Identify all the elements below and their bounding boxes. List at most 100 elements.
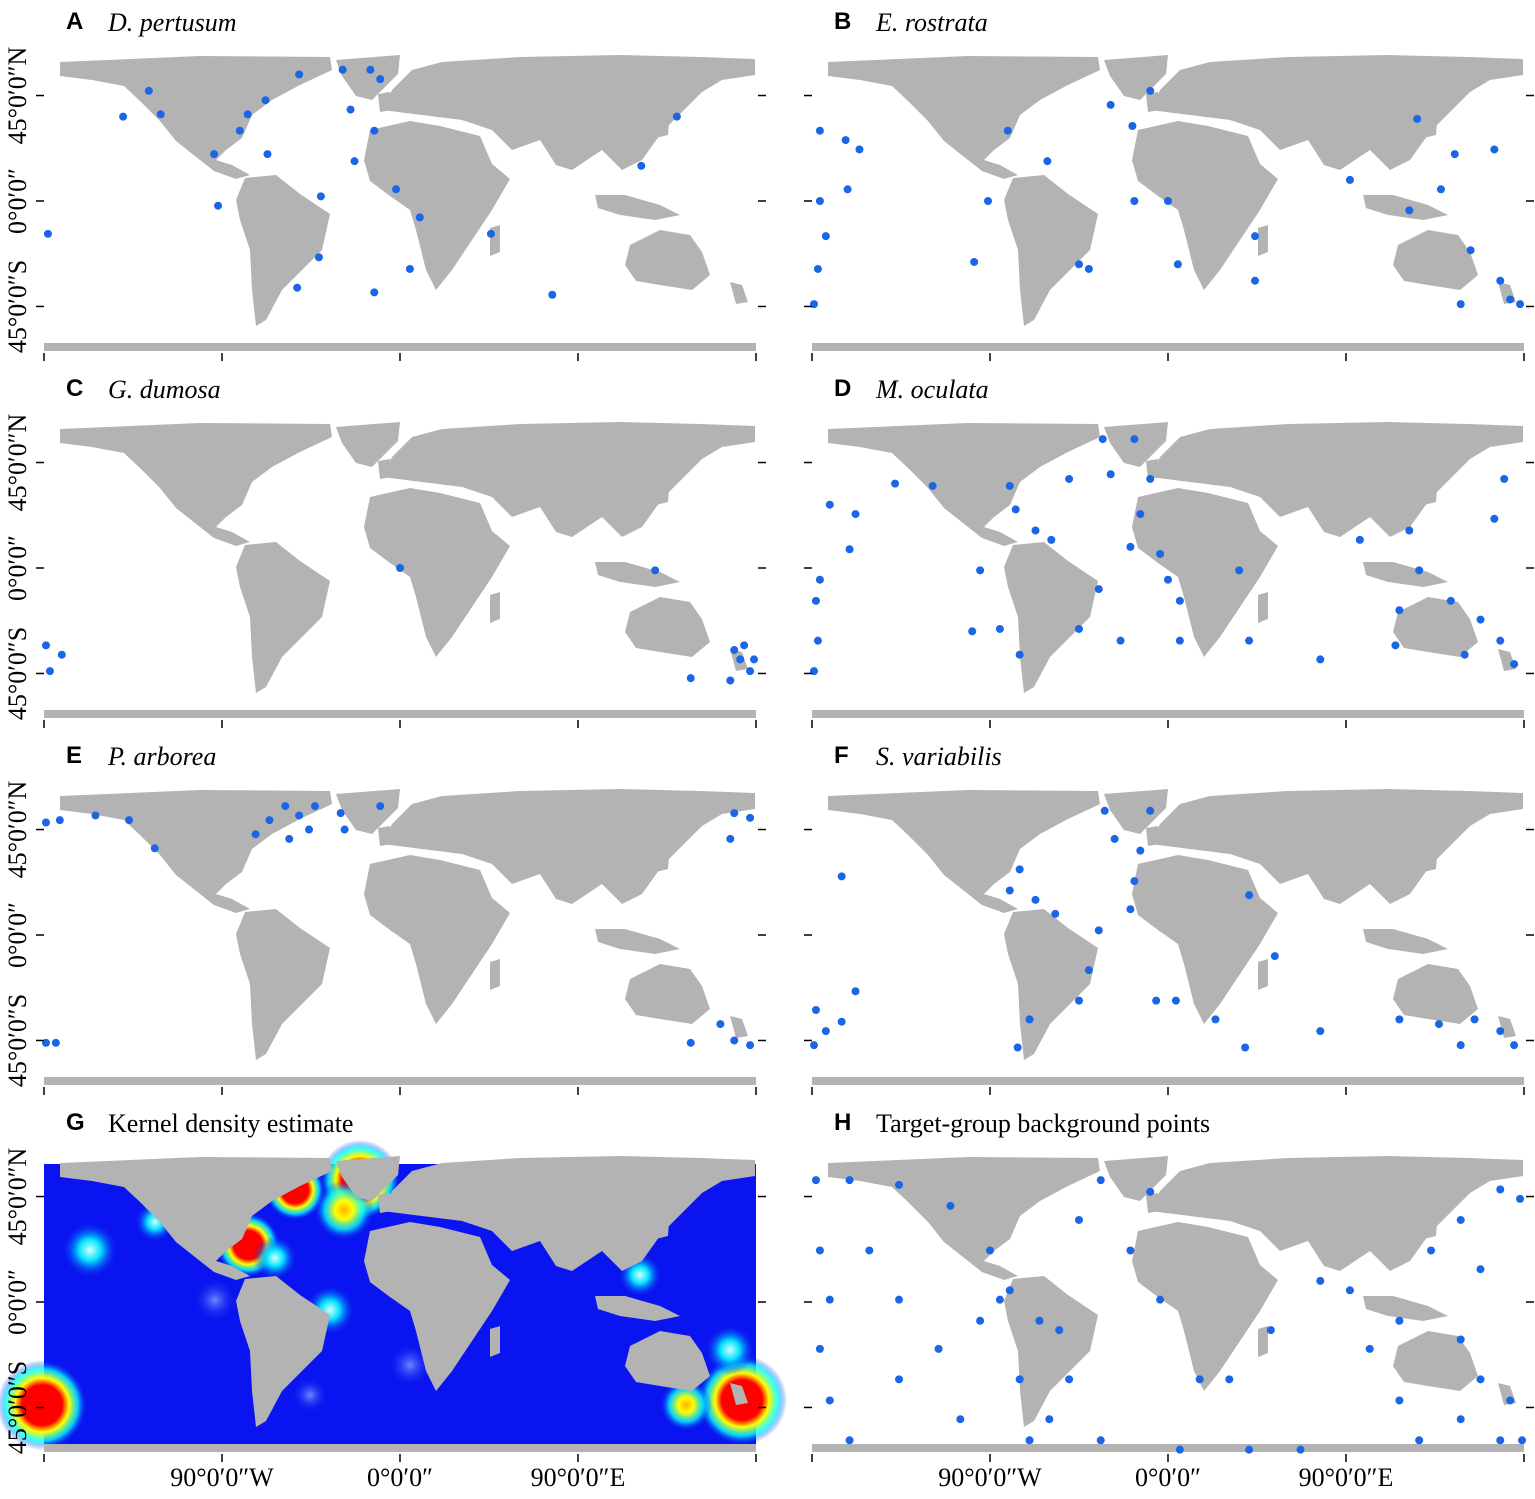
land — [625, 964, 710, 1024]
land — [364, 121, 510, 290]
occurrence-point — [895, 1180, 904, 1189]
land — [236, 175, 330, 326]
occurrence-point — [811, 1176, 820, 1185]
land — [828, 56, 1100, 179]
occurrence-point — [825, 1396, 834, 1405]
occurrence-point — [1136, 846, 1145, 855]
occurrence-point — [1316, 1027, 1325, 1036]
occurrence-point — [815, 1246, 824, 1255]
density-hotspot — [0, 1360, 87, 1450]
occurrence-point — [1005, 886, 1014, 895]
panel-letter: B — [834, 8, 851, 35]
panel-title: M. oculata — [875, 375, 989, 404]
occurrence-point — [946, 1201, 955, 1210]
occurrence-point — [1496, 276, 1505, 285]
x-tick-label: 90°0′0″W — [938, 1463, 1042, 1492]
land — [1363, 562, 1448, 587]
occurrence-point — [91, 811, 100, 820]
occurrence-point — [934, 1344, 943, 1353]
panel-title: G. dumosa — [108, 375, 221, 404]
occurrence-point — [891, 479, 900, 488]
panel-title: D. pertusum — [107, 8, 237, 37]
density-hotspot — [253, 1236, 297, 1280]
land — [1424, 842, 1438, 872]
occurrence-point — [1130, 435, 1139, 444]
land — [1104, 789, 1168, 834]
occurrence-point — [851, 987, 860, 996]
occurrence-point — [1025, 1436, 1034, 1445]
occurrence-point — [686, 674, 695, 683]
occurrence-point — [750, 655, 759, 664]
land — [656, 842, 670, 872]
occurrence-point — [637, 161, 646, 170]
land — [382, 789, 755, 904]
occurrence-point — [376, 802, 385, 811]
occurrence-point — [366, 65, 375, 74]
occurrence-point — [150, 844, 159, 853]
occurrence-point — [1110, 834, 1119, 843]
occurrence-point — [1096, 1436, 1105, 1445]
x-tick-label: 0°0′0″ — [1135, 1463, 1201, 1492]
density-hotspot — [62, 1222, 118, 1278]
land — [730, 1016, 748, 1038]
land — [60, 1157, 332, 1280]
panel-letter: G — [66, 1109, 85, 1136]
land — [382, 55, 755, 170]
occurrence-point — [970, 257, 979, 266]
occurrence-point — [370, 288, 379, 297]
occurrence-point — [1005, 1286, 1014, 1295]
land — [1004, 542, 1098, 693]
land — [44, 1444, 756, 1452]
occurrence-point — [144, 86, 153, 95]
occurrence-point — [1035, 1316, 1044, 1325]
occurrence-point — [1116, 636, 1125, 645]
occurrence-point — [1025, 1015, 1034, 1024]
occurrence-point — [156, 110, 165, 119]
occurrence-point — [396, 564, 404, 572]
occurrence-point — [1173, 260, 1182, 269]
occurrence-point — [1456, 1415, 1465, 1424]
land — [812, 710, 1524, 718]
map-panel — [41, 789, 756, 1085]
occurrence-point — [235, 126, 244, 135]
land — [1104, 55, 1168, 100]
occurrence-point — [1164, 575, 1172, 584]
occurrence-point — [1506, 1396, 1515, 1405]
occurrence-point — [746, 813, 755, 822]
occurrence-point — [1415, 1436, 1424, 1445]
occurrence-point — [41, 818, 50, 827]
land — [656, 108, 670, 138]
density-hotspot — [292, 1377, 328, 1413]
occurrence-point — [1496, 636, 1505, 645]
land — [1146, 826, 1160, 846]
x-tick-label: 0°0′0″ — [367, 1463, 433, 1492]
occurrence-point — [984, 197, 993, 205]
land — [1258, 225, 1268, 256]
occurrence-point — [43, 229, 52, 238]
occurrence-point — [392, 185, 401, 194]
occurrence-point — [1296, 1445, 1305, 1454]
land — [1132, 1222, 1278, 1391]
y-tick-label: 45°0′0″S — [3, 260, 32, 353]
occurrence-point — [1096, 1176, 1105, 1185]
occurrence-point — [821, 1027, 830, 1036]
occurrence-point — [736, 655, 745, 664]
land — [1004, 909, 1098, 1060]
occurrence-point — [1011, 505, 1020, 514]
occurrence-point — [1015, 865, 1024, 874]
land — [828, 423, 1100, 546]
land — [1393, 964, 1478, 1024]
occurrence-point — [1395, 606, 1404, 615]
occurrence-point — [1047, 535, 1056, 544]
occurrence-point — [928, 481, 937, 490]
occurrence-point — [726, 676, 735, 685]
occurrence-point — [1146, 86, 1155, 95]
map-panel — [809, 422, 1524, 718]
land — [1258, 959, 1268, 990]
occurrence-point — [1345, 1286, 1354, 1295]
land — [490, 592, 500, 623]
occurrence-point — [1013, 1043, 1022, 1052]
occurrence-point — [1345, 175, 1354, 184]
occurrence-point — [976, 566, 985, 575]
land — [1132, 855, 1278, 1024]
